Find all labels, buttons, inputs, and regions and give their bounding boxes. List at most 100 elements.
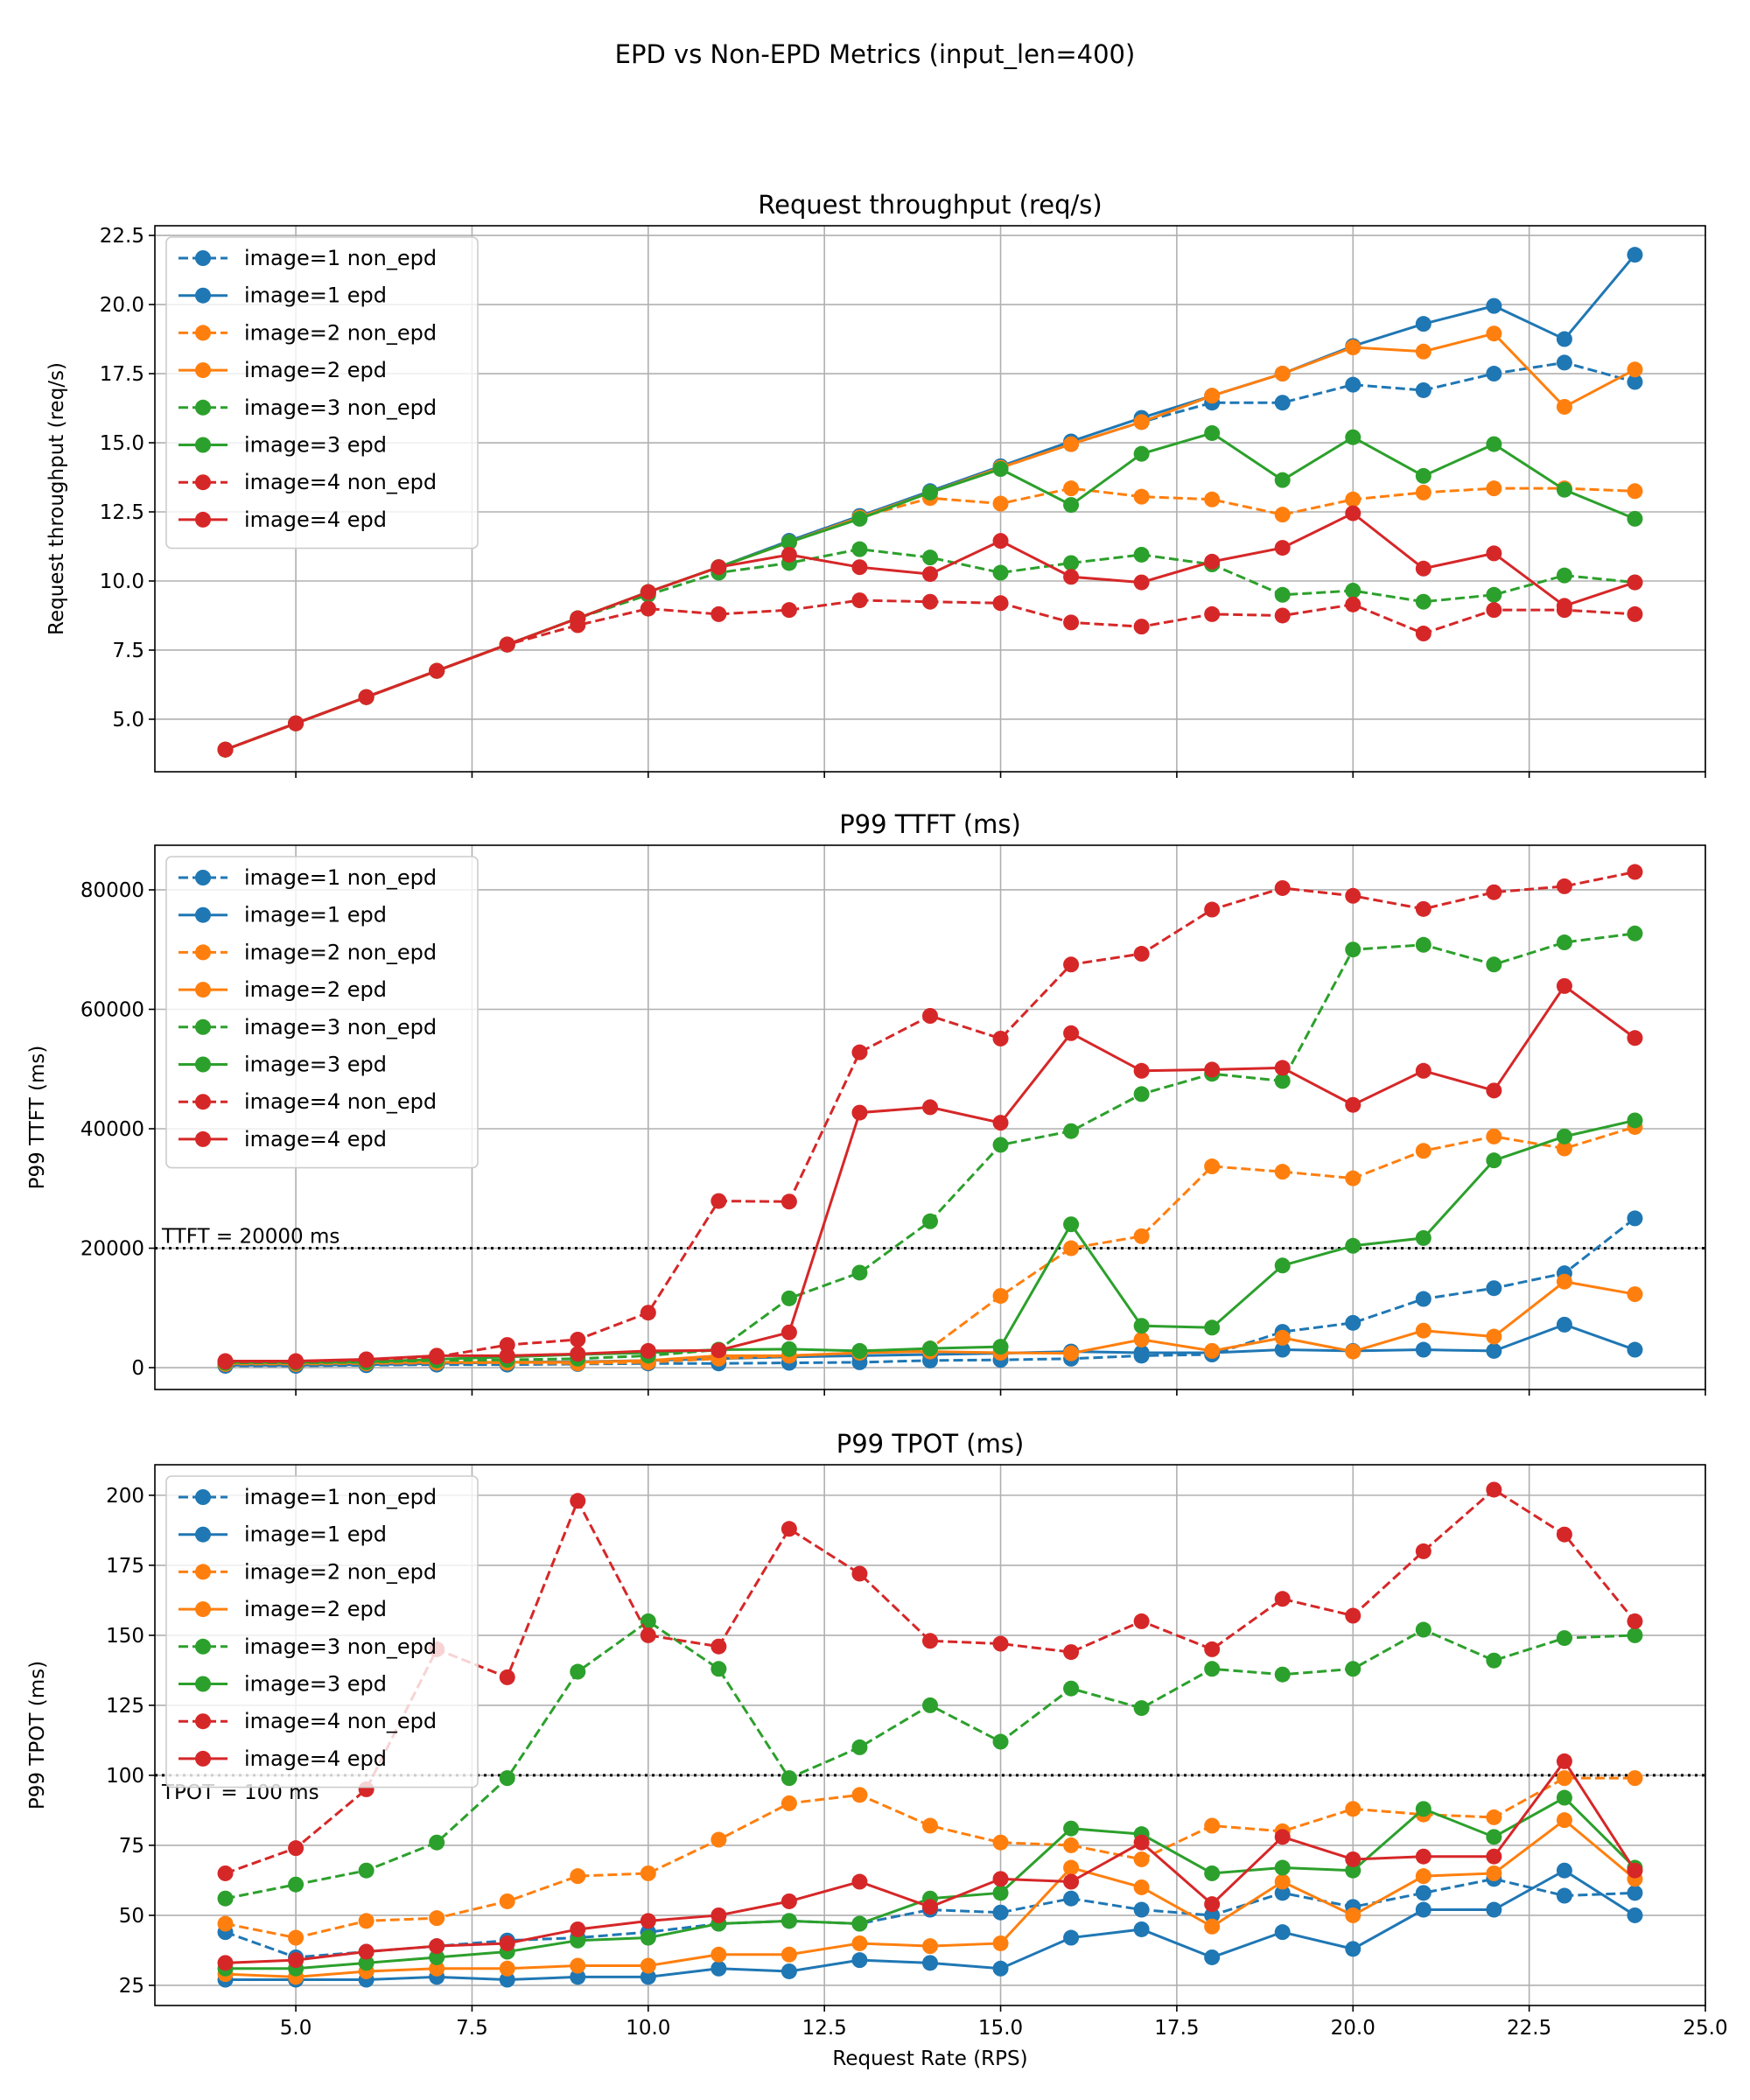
data-point [1627,510,1643,527]
y-tick-label: 60000 [80,998,144,1021]
data-point [640,584,656,600]
data-point [640,1305,656,1321]
data-point [851,1044,868,1060]
data-point [499,1893,515,1909]
data-point [1415,484,1432,500]
legend-marker [195,1056,211,1073]
subplot-1: 5.0 7.5 10.0 12.5 15.0 17.5 20.0 22.5 Request th… [46,190,1706,778]
data-point [1486,326,1502,342]
data-point [1133,619,1150,635]
data-point [1415,1901,1432,1918]
data-point [1415,1062,1432,1079]
data-point [1133,946,1150,962]
series-group [217,1481,1643,1988]
legend-marker [195,250,211,266]
data-point [1274,395,1291,411]
legend-marker [195,1094,211,1110]
data-point [992,1339,1009,1355]
data-point [429,1938,445,1955]
data-point [1133,414,1150,430]
y-tick-label: 150 [106,1625,144,1648]
data-point [499,1348,515,1364]
x-axis-label: Request Rate (RPS) [832,2048,1027,2070]
data-point [1345,376,1362,393]
data-point [499,1971,515,1988]
data-point [1204,388,1221,404]
legend-marker [195,906,211,923]
data-point [1627,574,1643,591]
legend-marker [195,944,211,961]
y-tick-label: 100 [106,1765,144,1788]
data-point [710,1831,727,1848]
data-point [1204,1918,1221,1935]
data-point [780,1963,797,1979]
data-point [1063,1837,1080,1853]
data-point [1063,569,1080,585]
legend-marker [195,362,211,379]
data-point [851,559,868,576]
data-point [1274,1060,1291,1076]
data-point [780,1946,797,1963]
data-point [1345,942,1362,958]
legend-label: image=4 non_epd [244,470,437,494]
data-point [1486,1865,1502,1881]
data-point [1627,374,1643,390]
x-tick-label: 25.0 [1683,2017,1727,2040]
data-point [1345,340,1362,356]
legend-label: image=4 non_epd [244,1709,437,1733]
y-tick-label: 175 [106,1555,144,1578]
x-tick-label: 5.0 [280,2017,312,2040]
data-point [1204,553,1221,570]
series-group [217,864,1643,1374]
legend-marker [195,1130,211,1147]
legend-label: image=2 non_epd [244,940,437,964]
data-point [851,592,868,609]
data-point [1204,606,1221,622]
data-point [1204,1641,1221,1657]
data-point [1556,598,1572,614]
data-point [1556,398,1572,415]
data-point [851,1342,868,1359]
legend-marker [195,437,211,453]
data-point [922,1697,938,1713]
data-point [1486,1652,1502,1669]
data-point [1486,1082,1502,1099]
data-point [1063,436,1080,452]
data-point [1345,583,1362,599]
data-point [1556,331,1572,347]
data-point [1556,1316,1572,1333]
data-point [217,1865,234,1881]
data-point [499,1669,515,1685]
y-tick-label: 0 [131,1357,144,1380]
y-tick-label: 10.0 [100,570,144,593]
data-point [992,1871,1009,1887]
data-point [217,1353,234,1369]
data-point [1063,1240,1080,1256]
data-point [1345,887,1362,904]
data-point [499,1935,515,1951]
data-point [288,1929,304,1946]
legend-marker [195,1713,211,1730]
data-point [1415,1885,1432,1901]
data-point [1486,1342,1502,1359]
data-point [851,1264,868,1281]
data-point [570,1493,586,1509]
data-point [1486,366,1502,382]
data-point [1627,1112,1643,1129]
data-point [1556,934,1572,951]
data-point [1627,1286,1643,1303]
data-point [1063,497,1080,514]
data-point [1345,1343,1362,1360]
data-point [710,1661,727,1677]
data-point [1415,382,1432,398]
data-point [1627,1030,1643,1046]
data-point [1133,488,1150,505]
data-point [992,1288,1009,1305]
legend-label: image=4 epd [244,1746,387,1771]
data-point [1556,1789,1572,1806]
data-point [1415,343,1432,360]
data-point [851,1952,868,1969]
y-tick-label: 25 [119,1975,144,1998]
data-point [1133,574,1150,591]
